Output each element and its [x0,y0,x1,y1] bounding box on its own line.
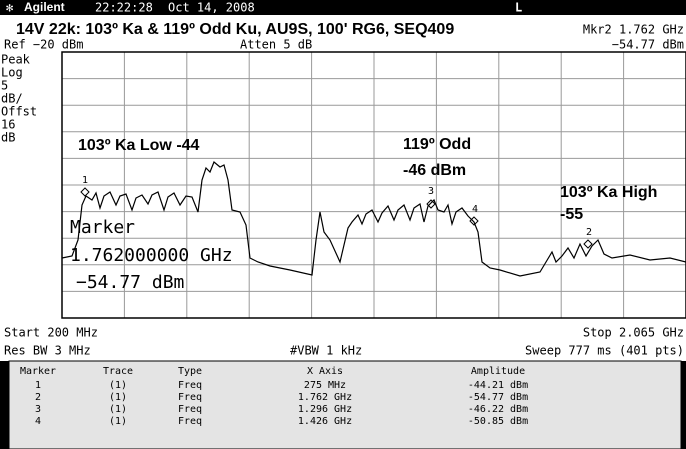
start: Start 200 MHz [4,326,98,340]
marker-number: 3 [428,186,434,197]
table-cell: -50.85 dBm [468,416,528,427]
table-cell: 1.296 GHz [298,404,352,415]
table-cell: 1.762 GHz [298,392,352,403]
marker-number: 2 [586,227,592,238]
column-header: X Axis [307,366,343,377]
table-cell: 1.426 GHz [298,416,352,427]
column-header: Type [178,366,202,377]
scale-label: Log [1,66,23,80]
res-bw: Res BW 3 MHz [4,344,91,358]
table-cell: Freq [178,416,202,427]
annotation: -55 [560,206,583,223]
annotation: 103º Ka High [560,184,657,201]
scale-label: Offst [1,105,37,119]
plot-frame [61,51,686,319]
scale-label: 16 [1,118,15,132]
time: 22:22:28 [95,1,153,15]
table-cell: (1) [109,416,127,427]
grid [62,52,686,318]
table-cell: -44.21 dBm [468,380,528,391]
scale-label: Peak [1,53,31,67]
date: Oct 14, 2008 [168,1,255,15]
title: 14V 22k: 103º Ka & 119º Odd Ku, AU9S, 10… [16,21,454,38]
table-cell: 2 [35,392,41,403]
marker-diamonds [80,187,593,249]
table-cell: Freq [178,380,202,391]
table-cell: (1) [109,392,127,403]
table-cell: -46.22 dBm [468,404,528,415]
left-border [0,361,9,449]
right-border [681,361,686,449]
table-cell: 3 [35,404,41,415]
atten: Atten 5 dB [240,38,312,52]
annotation: 119º Odd [403,136,471,153]
table-cells: Marker Trace Type X Axis Amplitude 1 (1) Freq 27… [20,366,528,427]
table-cell: Freq [178,392,202,403]
vbw: #VBW 1 kHz [290,344,362,358]
table-cell: Freq [178,404,202,415]
column-header: Trace [103,366,133,377]
column-header: Amplitude [471,366,525,377]
annotation: −54.77 dBm [76,272,184,293]
table-cell: (1) [109,404,127,415]
column-header: Marker [20,366,56,377]
sweep: Sweep 777 ms (401 pts) [525,344,684,358]
marker-value: −54.77 dBm [612,38,684,52]
scale-label: 5 [1,79,8,93]
mode: L [515,1,522,15]
table-cell: 1 [35,380,41,391]
annotation: Marker [70,217,135,238]
marker-number: 1 [82,175,88,186]
stop: Stop 2.065 GHz [583,326,684,340]
scale-label: dB/ [1,92,23,106]
table-cell: 275 MHz [304,380,346,391]
brand: Agilent [24,0,65,14]
ref: Ref −20 dBm [4,38,83,52]
table-cell: 4 [35,416,41,427]
annotation: -46 dBm [403,162,466,179]
trace [61,161,686,277]
table-cell: -54.77 dBm [468,392,528,403]
table-cell: (1) [109,380,127,391]
annotation: 1.762000000 GHz [70,245,233,266]
marker-number: 4 [472,204,478,215]
annotation: 103º Ka Low -44 [78,137,200,154]
scale-label: dB [1,131,15,145]
marker-table [8,360,682,449]
marker-label: Mkr2 1.762 GHz [583,23,684,37]
status-bar [0,0,686,15]
brand-icon: ✻ [6,1,13,15]
